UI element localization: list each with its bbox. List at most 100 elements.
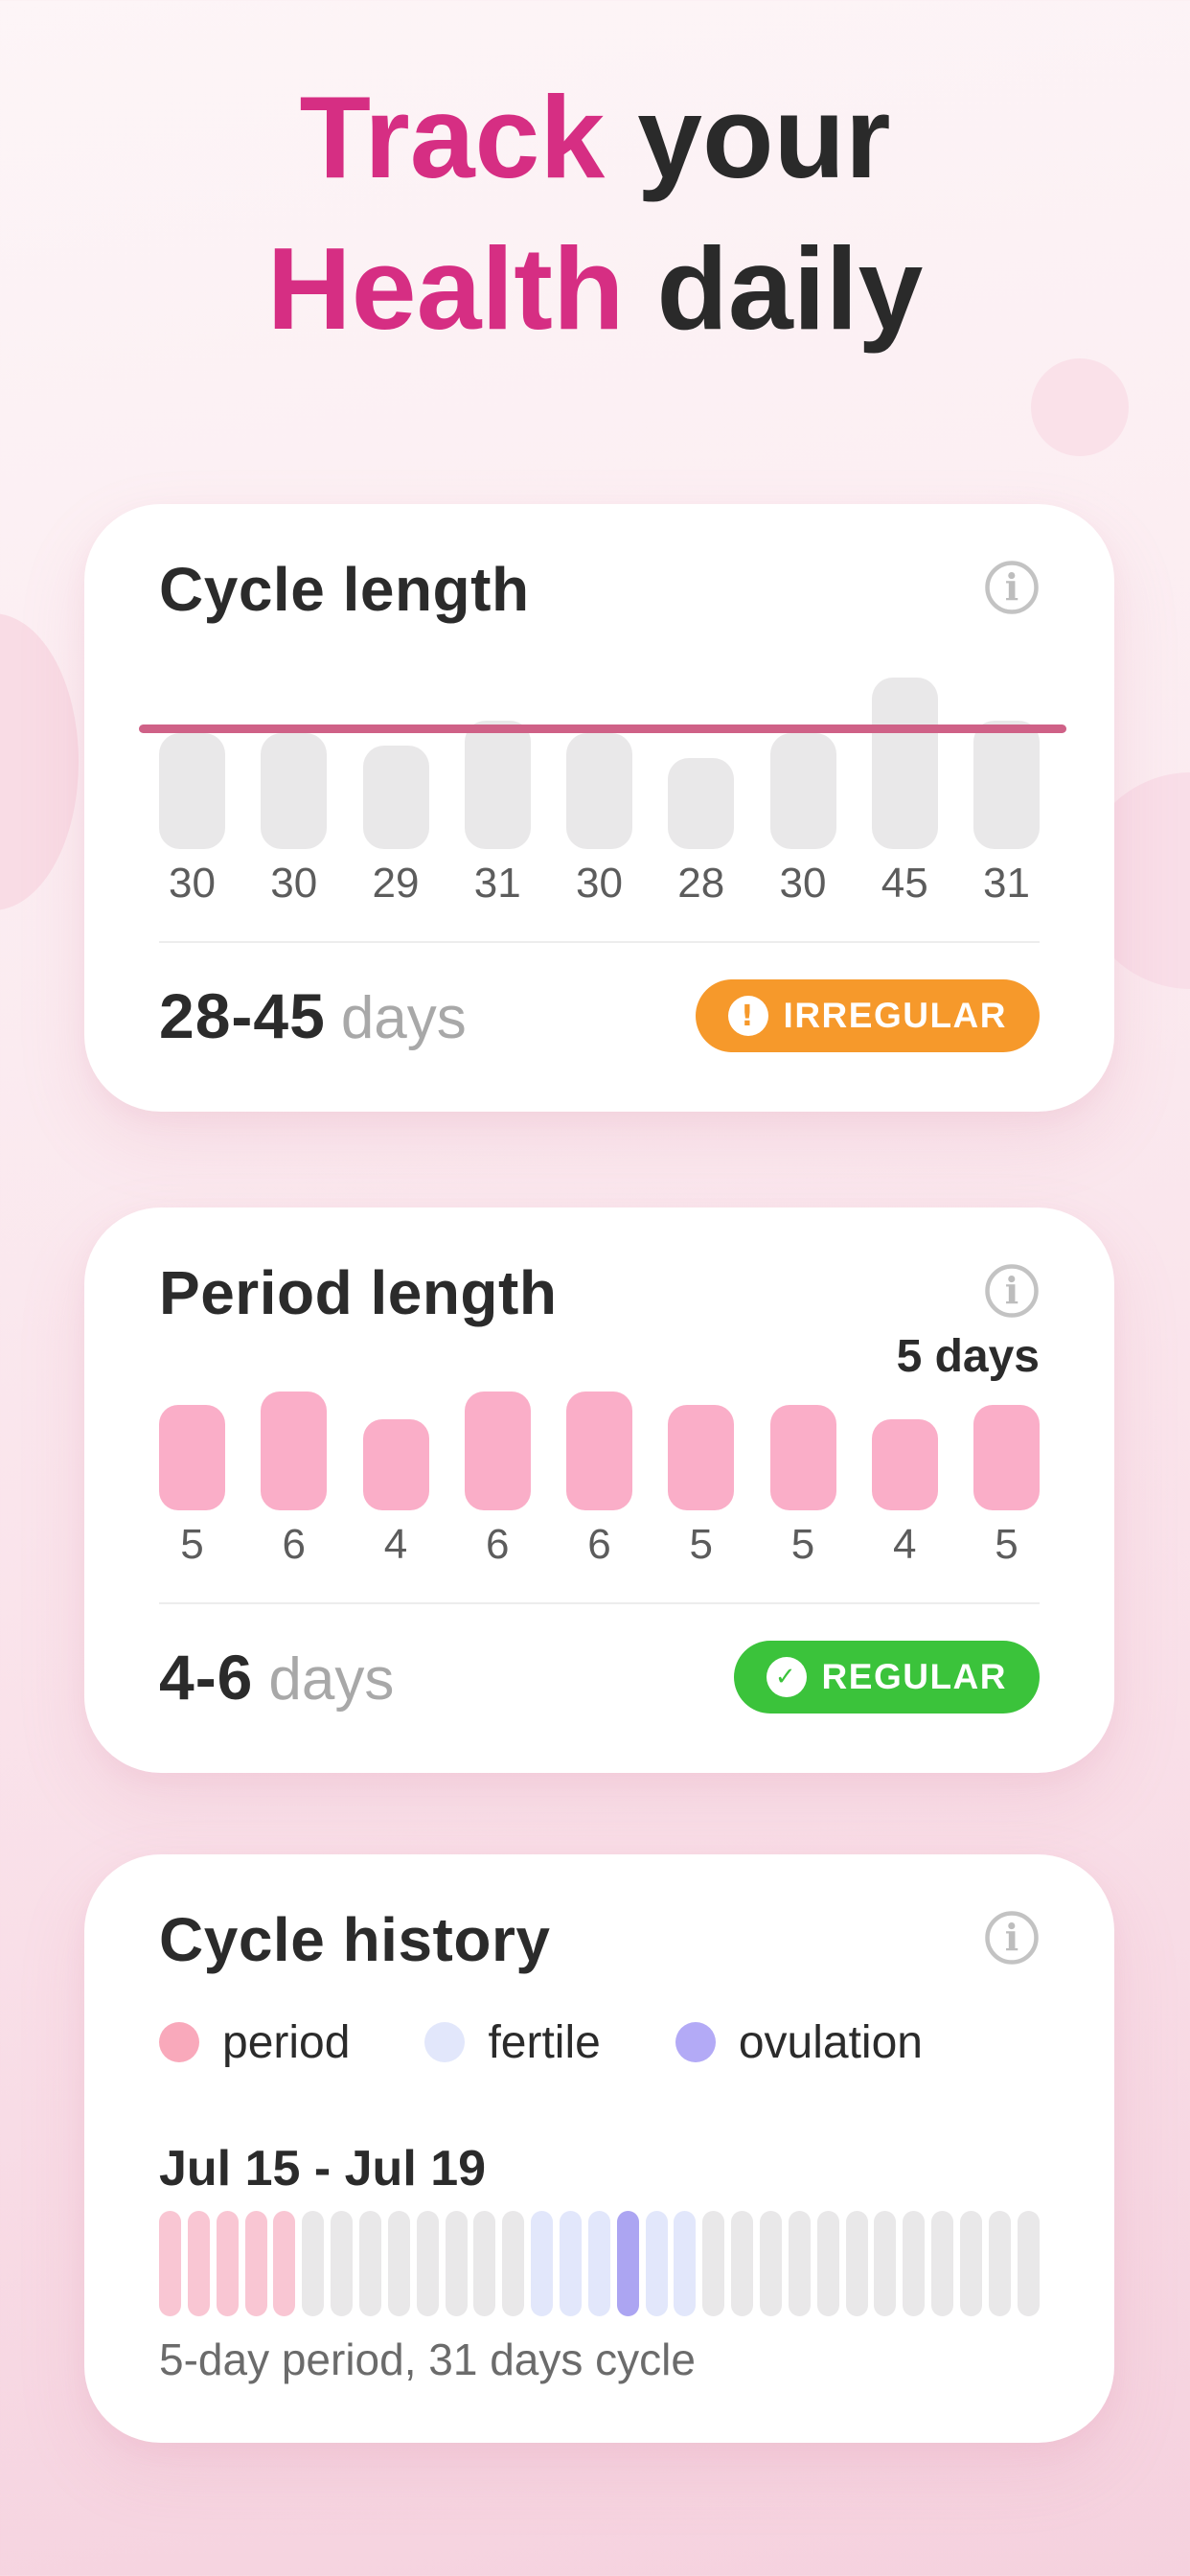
cycle-date-range: Jul 15 - Jul 19: [159, 2141, 487, 2196]
day-pill-none: [874, 2211, 897, 2316]
page-title-rest2: daily: [624, 223, 924, 354]
svg-text:i: i: [1005, 565, 1018, 609]
cycle-history-title: Cycle history: [159, 1905, 551, 1974]
day-pill-none: [502, 2211, 525, 2316]
period-range-value: 4-6: [159, 1642, 254, 1713]
period-bar-value: 4: [383, 1521, 408, 1568]
cycle-history-header: Cycle history i: [159, 1906, 1040, 1973]
day-pill-none: [731, 2211, 754, 2316]
cycle-bar-value: 45: [881, 860, 928, 907]
regular-status-badge: ✓ REGULAR: [733, 1641, 1040, 1714]
cycle-bar: [566, 733, 632, 849]
day-pill-none: [473, 2211, 496, 2316]
day-pill-fertile: [645, 2211, 668, 2316]
average-line: [139, 724, 1066, 733]
day-pill-none: [387, 2211, 410, 2316]
page-title: Track your Health daily: [0, 0, 1190, 364]
day-pill-period: [244, 2211, 267, 2316]
cycle-bar-value: 31: [473, 860, 521, 907]
page-title-accent2: Health: [266, 223, 625, 354]
info-icon[interactable]: i: [984, 1263, 1040, 1319]
day-pill-period: [273, 2211, 296, 2316]
info-icon[interactable]: i: [984, 560, 1040, 615]
day-pill-none: [788, 2211, 811, 2316]
day-pill-period: [187, 2211, 210, 2316]
day-pill-none: [988, 2211, 1011, 2316]
period-length-chart: [159, 1392, 1040, 1510]
cycle-length-summary: 28-45 days: [159, 979, 467, 1052]
legend-label: period: [222, 2016, 351, 2068]
period-bar-value: 6: [282, 1521, 306, 1568]
period-bar-value: 5: [180, 1521, 204, 1568]
cycle-history-legend: period fertile ovulation: [159, 2015, 1040, 2069]
period-bar: [769, 1405, 836, 1510]
period-bar-value: 6: [486, 1521, 510, 1568]
cycle-length-header: Cycle length i: [159, 556, 1040, 623]
cycle-range-unit: days: [340, 985, 467, 1051]
cycle-history-card: Cycle history i period fertile ovulation J…: [84, 1854, 1114, 2443]
status-badge-label: IRREGULAR: [783, 996, 1007, 1035]
legend-item-ovulation: ovulation: [675, 2016, 923, 2069]
day-pill-none: [302, 2211, 325, 2316]
current-period-annotation: 5 days: [896, 1331, 1040, 1382]
period-bar: [871, 1419, 938, 1510]
cycle-length-card: Cycle length i 30 30 29 31 30 28 30 45 31 28-45 …: [84, 504, 1114, 1112]
cycle-bar: [769, 733, 836, 849]
period-bar-value: 6: [587, 1521, 611, 1568]
irregular-status-badge: ! IRREGULAR: [695, 979, 1040, 1052]
day-pill-period: [216, 2211, 239, 2316]
day-pill-fertile: [674, 2211, 697, 2316]
cycle-bar: [362, 746, 429, 849]
period-bar: [159, 1405, 225, 1510]
day-pill-none: [960, 2211, 983, 2316]
cycle-length-title: Cycle length: [159, 555, 530, 624]
exclamation-icon: !: [727, 996, 768, 1036]
cycle-bar: [464, 721, 531, 849]
check-icon: ✓: [766, 1657, 807, 1697]
cycle-day-pills: [159, 2211, 1040, 2316]
cycle-bar-value: 31: [983, 860, 1030, 907]
period-length-chart-labels: 5 6 4 6 6 5 5 4 5: [159, 1522, 1040, 1568]
cycle-range-value: 28-45: [159, 980, 326, 1051]
day-pill-ovulation: [616, 2211, 639, 2316]
period-length-footer: 4-6 days ✓ REGULAR: [159, 1641, 1040, 1714]
ovulation-legend-dot-icon: [675, 2022, 716, 2062]
period-length-title: Period length: [159, 1258, 558, 1327]
period-range-unit: days: [268, 1646, 395, 1713]
period-bar-value: 4: [893, 1521, 917, 1568]
cycle-length-chart: [139, 667, 1066, 849]
divider: [159, 1602, 1040, 1604]
page-title-line1: Track your: [0, 61, 1190, 213]
period-bar: [668, 1405, 735, 1510]
period-length-header: Period length i: [159, 1259, 1040, 1326]
period-bar: [464, 1392, 531, 1510]
info-icon[interactable]: i: [984, 1910, 1040, 1966]
day-pill-fertile: [531, 2211, 554, 2316]
period-length-summary: 4-6 days: [159, 1641, 394, 1714]
day-pill-none: [416, 2211, 439, 2316]
legend-label: fertile: [488, 2016, 601, 2068]
cycle-bar-value: 30: [169, 860, 216, 907]
cycle-bar-value: 30: [779, 860, 827, 907]
cycle-bar: [668, 758, 735, 849]
day-pill-none: [816, 2211, 839, 2316]
page-title-rest1: your: [605, 72, 891, 202]
cycle-bar: [159, 733, 225, 849]
period-bar: [362, 1419, 429, 1510]
legend-item-fertile: fertile: [424, 2016, 601, 2069]
cycle-bar: [973, 721, 1040, 849]
day-pill-fertile: [587, 2211, 610, 2316]
fertile-legend-dot-icon: [424, 2022, 466, 2062]
period-legend-dot-icon: [159, 2022, 199, 2062]
divider: [159, 941, 1040, 943]
period-bar-value: 5: [790, 1521, 815, 1568]
period-length-card: Period length i 5 days 5 6 4 6 6 5 5 4 5 4-6 day…: [84, 1208, 1114, 1773]
period-bar: [566, 1392, 632, 1510]
day-pill-none: [931, 2211, 954, 2316]
background-blob: [0, 613, 79, 910]
legend-item-period: period: [159, 2016, 350, 2069]
legend-label: ovulation: [738, 2016, 923, 2068]
day-pill-none: [359, 2211, 382, 2316]
day-pill-none: [760, 2211, 783, 2316]
period-bar: [973, 1405, 1040, 1510]
